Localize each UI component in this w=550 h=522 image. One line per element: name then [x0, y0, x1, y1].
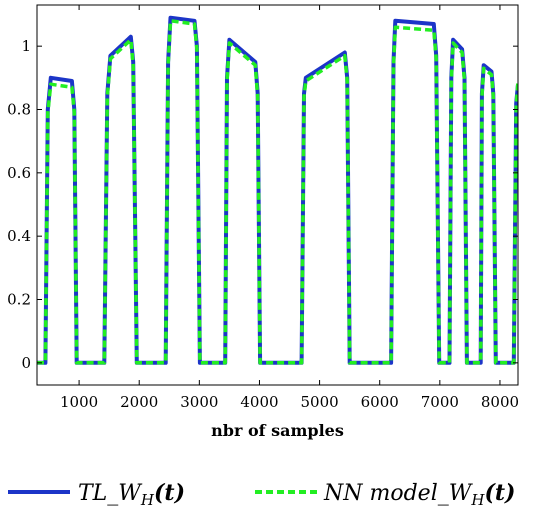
- plot-area: [37, 15, 518, 365]
- axes: 1000 2000 3000 4000 5000 6000 7000 8000 0 0.2 0.4 0…: [7, 4, 519, 411]
- y-tick-label: 0.6: [7, 164, 31, 182]
- y-tick-label: 0.2: [7, 291, 31, 309]
- x-tick-label: 6000: [361, 393, 399, 411]
- y-tick-label: 0.4: [7, 227, 31, 245]
- y-tick-label: 0.8: [7, 101, 31, 119]
- x-axis-title: nbr of samples: [211, 421, 344, 440]
- y-tick-label: 1: [21, 37, 31, 55]
- x-tick-label: 4000: [240, 393, 278, 411]
- x-tick-label: 2000: [120, 393, 158, 411]
- y-tick-label: 0: [21, 354, 31, 372]
- x-tick-label: 1000: [60, 393, 98, 411]
- legend: TL_WH(t) NN model_WH(t): [8, 480, 515, 509]
- plot-frame: [36, 4, 519, 386]
- x-tick-label: 5000: [300, 393, 338, 411]
- x-tick-label: 3000: [180, 393, 218, 411]
- x-tick-label: 7000: [421, 393, 459, 411]
- x-tick-label: 8000: [481, 393, 519, 411]
- legend-label-nn-model: NN model_WH(t): [323, 480, 515, 509]
- series-line-nn-model: [37, 19, 518, 365]
- legend-label-tl: TL_WH(t): [78, 480, 185, 509]
